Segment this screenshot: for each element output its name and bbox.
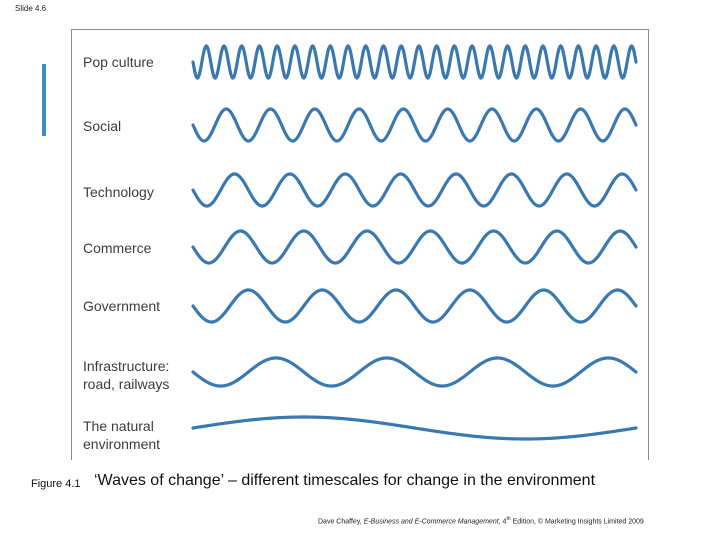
wave-line-7 (191, 415, 638, 441)
wave-label-line: Pop culture (83, 54, 154, 70)
slide-number: Slide 4.6 (15, 4, 47, 13)
credit-rest: Edition, © Marketing Insights Limited 20… (510, 518, 644, 526)
wave-label-technology: Technology (83, 183, 154, 201)
wave-line-4 (191, 229, 638, 265)
wave-line-3 (191, 172, 638, 208)
figure-caption: ‘Waves of change’ – different timescales… (94, 472, 596, 489)
wave-label-natural-environment: The natural environment (83, 417, 160, 453)
credit-line: Dave Chaffey, E-Business and E-Commerce … (318, 516, 644, 525)
credit-title: E-Business and E-Commerce Management (363, 518, 499, 526)
wave-line-1 (191, 44, 638, 80)
wave-label-line: Infrastructure: (83, 358, 170, 374)
wave-line-6 (191, 356, 638, 388)
wave-line-2 (191, 107, 638, 143)
credit-author: Dave Chaffey, (318, 518, 364, 526)
wave-label-line: Technology (83, 184, 154, 200)
wave-label-government: Government (83, 297, 160, 315)
wave-label-line: The natural (83, 418, 154, 434)
wave-label-line: environment (83, 436, 161, 452)
wave-label-commerce: Commerce (83, 239, 151, 257)
wave-label-line: road, railways (83, 376, 170, 392)
wave-line-5 (191, 288, 638, 324)
figure-frame (71, 29, 649, 460)
wave-label-line: Government (83, 298, 161, 314)
accent-bar (42, 64, 46, 136)
wave-label-pop-culture: Pop culture (83, 53, 154, 71)
figure-number: Figure 4.1 (31, 478, 81, 490)
wave-label-line: Social (83, 118, 122, 134)
credit-edition: , 4 (498, 518, 507, 526)
wave-label-social: Social (83, 117, 121, 135)
credit-edition-sup: th (506, 516, 511, 522)
wave-label-line: Commerce (83, 240, 152, 256)
wave-label-infrastructure: Infrastructure: road, railways (83, 357, 169, 393)
